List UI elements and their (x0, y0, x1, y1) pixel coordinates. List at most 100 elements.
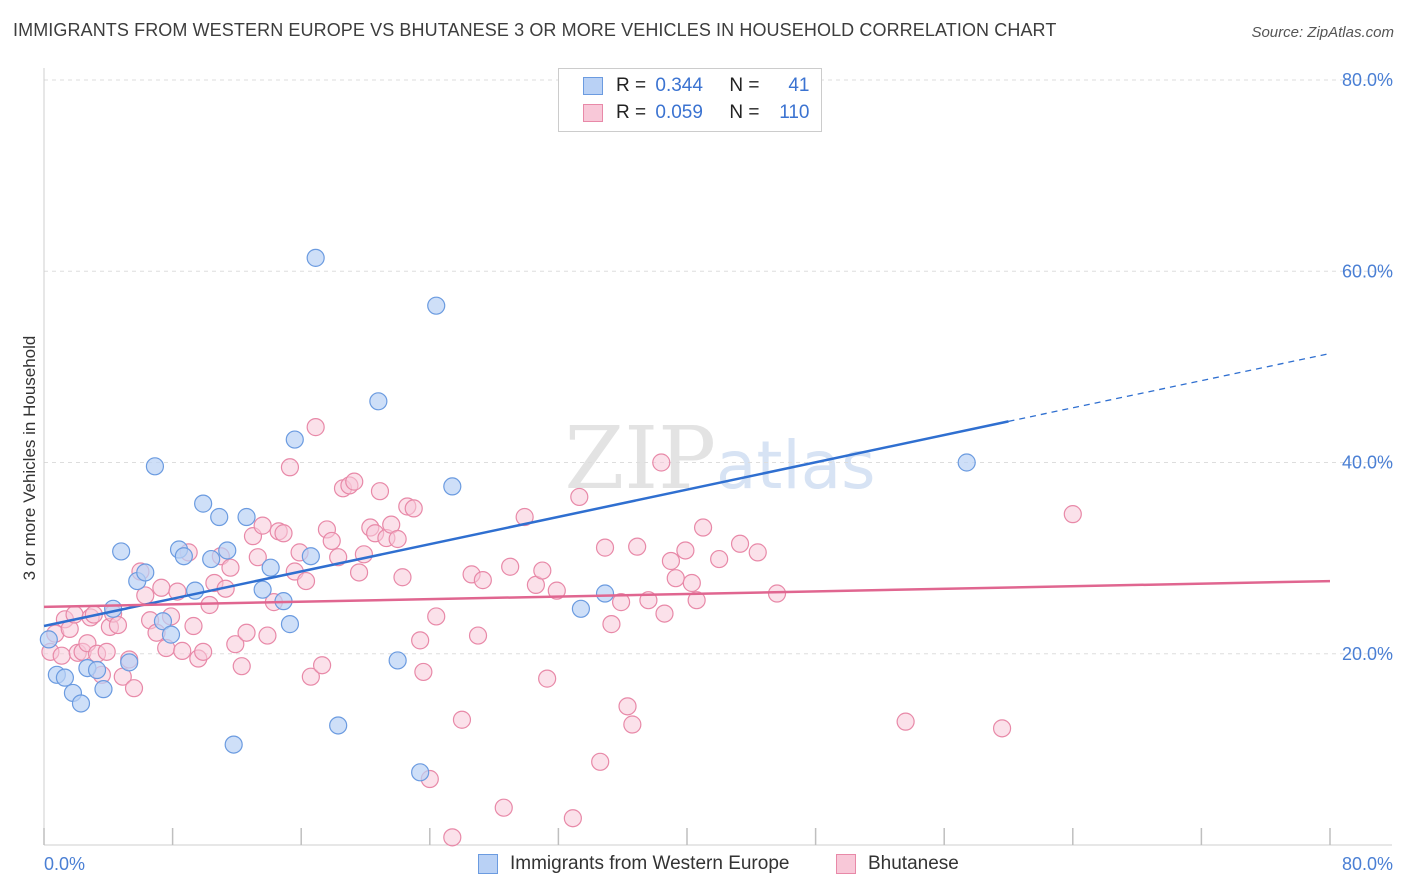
immigrants-point (280, 615, 300, 634)
stats-legend: R = 0.344 N = 41 R = 0.059 N = 110 (558, 68, 822, 132)
bhutanese-point (655, 604, 674, 623)
chart-title: IMMIGRANTS FROM WESTERN EUROPE VS BHUTAN… (13, 20, 1057, 40)
immigrants-point (174, 547, 193, 566)
bhutanese-point (547, 581, 566, 600)
bhutanese-point (515, 507, 534, 527)
bhutanese-point (414, 662, 433, 682)
bhutanese-point (452, 710, 472, 729)
n-label: N = (729, 75, 760, 96)
r-label: R = (616, 75, 647, 96)
immigrants-point (112, 542, 131, 561)
bhutanese-point (730, 534, 750, 553)
immigrants-trend-line (43, 420, 1009, 628)
bhutanese-point (682, 573, 701, 593)
bhutanese-point (274, 524, 293, 543)
bhutanese-point (501, 557, 520, 576)
bhutanese-point (538, 669, 557, 688)
bhutanese-point (221, 558, 240, 577)
legend-label: Bhutanese (868, 853, 959, 874)
bhutanese-point (992, 719, 1012, 738)
legend-row-immigrants: R = 0.344 N = 41 (583, 75, 810, 97)
bhutanese-point (468, 626, 488, 645)
bhutanese-point (595, 538, 615, 557)
bhutanese-point (652, 453, 671, 472)
immigrants-trend-extension (1008, 352, 1331, 423)
bhutanese-point (570, 487, 589, 507)
r-label: R = (616, 102, 647, 123)
immigrants-point (153, 612, 173, 631)
bhutanese-point (232, 657, 251, 676)
bhutanese-point (494, 798, 513, 817)
y-tick-label: 40.0% (1342, 453, 1393, 473)
immigrants-point (202, 549, 221, 569)
immigrants-point (186, 581, 205, 600)
bhutanese-point (296, 571, 316, 591)
immigrants-point (369, 392, 388, 411)
bhutanese-point (628, 537, 647, 556)
bhutanese-point (258, 626, 277, 645)
bhutanese-point (322, 531, 341, 551)
y-tick-label: 20.0% (1342, 644, 1393, 664)
bhutanese-point (591, 752, 610, 771)
bhutanese-point (666, 569, 685, 588)
legend-item-immigrants: Immigrants from Western Europe (478, 852, 789, 876)
bhutanese-point (623, 715, 642, 734)
immigrants-point (427, 296, 446, 315)
bhutanese-point (1063, 505, 1082, 524)
bhutanese-point (563, 809, 582, 828)
y-tick-label: 60.0% (1342, 261, 1393, 281)
x-tick-label: 80.0% (1342, 854, 1393, 874)
bhutanese-point (312, 656, 332, 675)
legend-item-bhutanese: Bhutanese (836, 852, 959, 876)
bhutanese-point (411, 631, 430, 650)
n-value: 41 (788, 75, 810, 96)
bhutanese-point (473, 571, 492, 590)
bhutanese-point (443, 828, 462, 847)
immigrants-point (210, 507, 229, 527)
immigrants-point (224, 735, 243, 754)
bhutanese-point (393, 568, 412, 587)
bhutanese-point (173, 641, 192, 660)
bhutanese-point (388, 529, 407, 549)
bhutanese-point (152, 578, 171, 597)
bhutanese-point (710, 549, 729, 569)
bhutanese-trend-line (43, 579, 1331, 609)
legend-row-bhutanese: R = 0.059 N = 110 (583, 102, 810, 124)
immigrants-point (87, 660, 107, 680)
bhutanese-point (345, 472, 364, 491)
immigrants-point (218, 541, 237, 560)
bhutanese-point (306, 418, 325, 437)
bhutanese-point (248, 548, 267, 567)
source-note: Source: ZipAtlas.com (1251, 24, 1394, 41)
bhutanese-point (602, 615, 621, 634)
immigrants-point (329, 716, 348, 735)
bhutanese-point (200, 595, 219, 615)
immigrants-point (237, 507, 256, 527)
immigrants-point (261, 558, 280, 577)
immigrants-point (161, 625, 181, 644)
bhutanese-point (97, 642, 116, 661)
bhutanese-point (370, 482, 390, 501)
bhutanese-point (194, 642, 213, 661)
n-value: 110 (779, 102, 810, 123)
bhutanese-point (184, 616, 203, 636)
immigrants-point (285, 430, 304, 449)
immigrants-point (71, 694, 91, 713)
bhutanese-point (687, 591, 706, 610)
immigrants-point (39, 630, 58, 649)
immigrants-point (194, 494, 213, 513)
immigrants-point (595, 584, 615, 603)
bhutanese-point (253, 516, 272, 535)
bhutanese-point (427, 607, 446, 626)
bhutanese-point (280, 458, 300, 477)
bhutanese-point (533, 561, 552, 580)
bhutanese-point (611, 593, 631, 612)
bhutanese-point (237, 623, 256, 642)
blue-swatch (583, 77, 603, 95)
bhutanese-point (676, 541, 695, 560)
bhutanese-point (301, 667, 320, 686)
immigrants-point (571, 599, 591, 618)
immigrants-point (104, 599, 123, 618)
bhutanese-point (661, 551, 681, 571)
